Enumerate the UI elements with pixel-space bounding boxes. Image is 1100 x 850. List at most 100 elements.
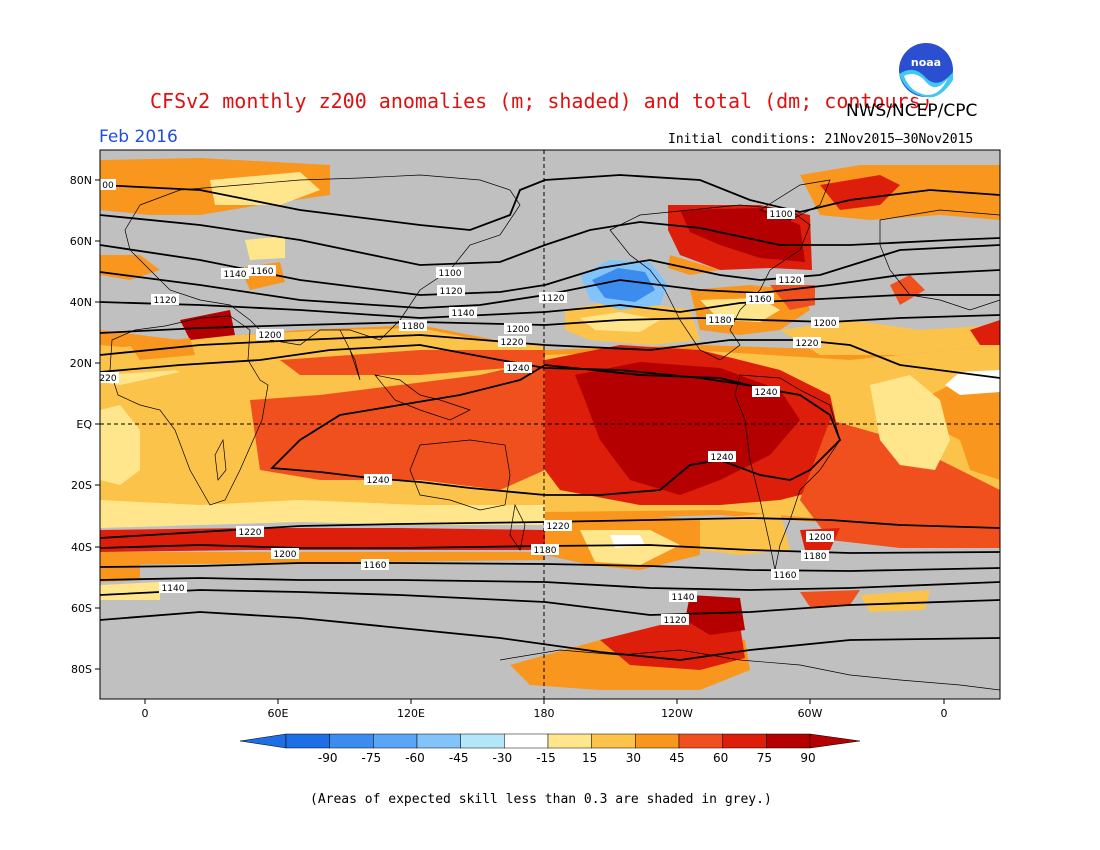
colorbar-swatch [373, 733, 418, 749]
contour-label: 1120 [661, 614, 689, 626]
contour-label: 1140 [159, 582, 187, 594]
contour-label: 1220 [544, 520, 572, 532]
svg-text:1120: 1120 [779, 276, 802, 286]
svg-text:1100: 1100 [770, 210, 793, 220]
svg-text:1100: 1100 [439, 269, 462, 279]
anomaly-region [820, 175, 900, 210]
colorbar-label: 60 [713, 751, 728, 765]
svg-text:1220: 1220 [547, 522, 570, 532]
longitude-label: 120W [661, 707, 693, 720]
contour-label: 1100 [767, 208, 795, 220]
longitude-label: 60E [268, 707, 289, 720]
colorbar-label: -30 [493, 751, 513, 765]
contour-label: 1140 [449, 307, 477, 319]
contour-1180 [100, 294, 1000, 319]
anomaly-region [100, 405, 140, 485]
latitude-axis: 80N 60N 40N 20N EQ 20S 40S 60S 80S [70, 174, 100, 676]
latitude-label: 40S [71, 541, 92, 554]
latitude-label: 20S [71, 479, 92, 492]
height-contours [100, 174, 1000, 661]
longitude-label: 180 [534, 707, 555, 720]
colorbar-swatch [285, 733, 330, 749]
svg-text:1160: 1160 [251, 267, 274, 277]
anomaly-region [580, 530, 680, 565]
svg-text:1180: 1180 [534, 546, 557, 556]
svg-text:220: 220 [99, 374, 116, 384]
svg-text:1120: 1120 [154, 296, 177, 306]
agency-label: NWS/NCEP/CPC [846, 101, 978, 121]
contour-label: 1240 [364, 474, 392, 486]
svg-text:1180: 1180 [804, 552, 827, 562]
contour-label: 1120 [151, 294, 179, 306]
anomaly-region [180, 310, 235, 340]
svg-text:1140: 1140 [452, 309, 475, 319]
colorbar-label: 75 [757, 751, 772, 765]
anomaly-region [800, 420, 1000, 548]
colorbar: -90 -75 -60 -45 -30 -15 15 30 45 60 75 90 [239, 733, 861, 765]
svg-text:1120: 1120 [542, 294, 565, 304]
colorbar-label: 45 [669, 751, 684, 765]
colorbar-swatch [722, 733, 767, 749]
colorbar-label: -90 [318, 751, 338, 765]
longitude-label: 0 [941, 707, 948, 720]
colorbar-label: 30 [626, 751, 641, 765]
initial-conditions: Initial conditions: 21Nov2015–30Nov2015 [668, 132, 974, 147]
latitude-label: 60S [71, 602, 92, 615]
longitude-label: 120E [397, 707, 425, 720]
contour-label: 1200 [504, 323, 532, 335]
svg-text:1160: 1160 [364, 561, 387, 571]
contour-1160 [100, 269, 1000, 309]
colorbar-swatch [416, 733, 461, 749]
latitude-label: 40N [70, 296, 92, 309]
anomaly-region [100, 558, 140, 582]
colorbar-swatch [766, 733, 811, 749]
contour-label: 1220 [793, 337, 821, 349]
contour-label: 1220 [236, 526, 264, 538]
svg-text:1240: 1240 [711, 453, 734, 463]
contour-1160 [100, 577, 1000, 591]
colorbar-swatch [678, 733, 723, 749]
anomaly-region [100, 500, 545, 528]
anomaly-region [700, 512, 790, 555]
svg-text:1160: 1160 [749, 295, 772, 305]
contour-label: 1160 [746, 293, 774, 305]
colorbar-label: 15 [582, 751, 597, 765]
anomaly-region [890, 275, 925, 305]
contour-label: 1240 [504, 362, 532, 374]
longitude-axis: 0 60E 120E 180 120W 60W 0 [142, 699, 948, 720]
latitude-label: 60N [70, 235, 92, 248]
skill-footnote: (Areas of expected skill less than 0.3 a… [310, 792, 772, 807]
contour-label: 1200 [256, 329, 284, 341]
anomaly-region [800, 590, 860, 607]
svg-text:1220: 1220 [239, 528, 262, 538]
svg-text:1140: 1140 [162, 584, 185, 594]
contour-1240 [100, 344, 781, 391]
svg-text:1140: 1140 [224, 270, 247, 280]
contour-label: 1200 [811, 317, 839, 329]
contour-labels: 1240 1240 1240 1240 1220 1220 1220 1220 1200 1200… [97, 179, 839, 626]
contour-1120 [100, 611, 1000, 661]
longitude-label: 60W [798, 707, 823, 720]
colorbar-label: -60 [405, 751, 425, 765]
colorbar-label: -15 [536, 751, 556, 765]
anomaly-region [870, 375, 950, 470]
latitude-label: 20N [70, 357, 92, 370]
contour-label: 220 [97, 372, 119, 384]
anomaly-region [575, 362, 800, 495]
contour-1240 [269, 364, 842, 496]
contour-label: 1160 [248, 265, 276, 277]
contour-label: 1180 [531, 544, 559, 556]
contour-label: 1160 [361, 559, 389, 571]
anomaly-region [970, 320, 1000, 345]
contour-1200 [100, 314, 1000, 334]
anomaly-region [580, 312, 660, 332]
svg-text:1180: 1180 [402, 322, 425, 332]
latitude-label: 80N [70, 174, 92, 187]
contour-label: 1180 [399, 320, 427, 332]
latitude-label: EQ [76, 418, 92, 431]
colorbar-swatch [547, 733, 592, 749]
contour-label: 1200 [806, 531, 834, 543]
colorbar-arrow-right [809, 733, 861, 749]
svg-text:1200: 1200 [259, 331, 282, 341]
